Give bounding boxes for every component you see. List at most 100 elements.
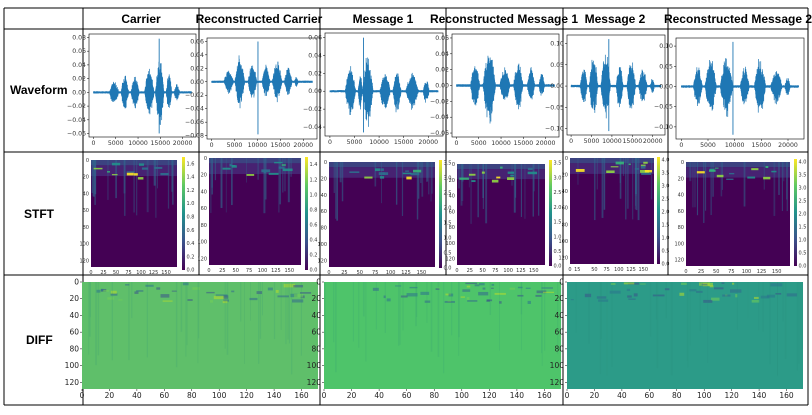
x-tick-label: 160 [779,391,794,400]
heatmap-texture [362,282,365,317]
heatmap-streak [538,164,540,216]
heatmap-texture [430,282,433,352]
colorbar-tick-label: 1.5 [554,220,562,226]
heatmap-streak [287,158,290,203]
heatmap-hotspot [154,166,163,169]
heatmap-band [457,169,545,180]
heatmap-streak [477,164,479,218]
heatmap-streak [482,164,485,209]
x-tick-label: 140 [752,391,767,400]
y-tick-label: 40 [678,193,684,199]
heatmap-streak [395,162,398,205]
heatmap-texture [110,290,117,294]
y-tick-label: −0.06 [67,131,86,138]
heatmap-texture [287,282,289,340]
y-tick-label: −0.04 [430,114,449,121]
heatmap-texture [517,294,524,297]
waveform-line [570,54,662,119]
colorbar-tick-label: 3.5 [444,161,452,167]
x-tick-label: 125 [626,267,636,273]
heatmap-texture [258,282,260,364]
y-tick-label: 0.06 [308,34,322,41]
heatmap-texture [222,300,228,304]
x-tick-label: 0 [568,267,571,273]
colorbar-tick-label: 4.0 [799,159,807,165]
heatmap-texture [520,282,523,315]
heatmap-texture [499,301,502,304]
colorbar [439,160,442,268]
colorbar-tick-label: 0.5 [554,249,562,255]
heatmap-hotspot [610,166,619,168]
x-tick-label: 150 [161,270,171,276]
header-message-1: Message 1 [353,12,414,26]
y-tick-label: −0.06 [430,130,449,137]
y-tick-label: 120 [674,258,684,264]
heatmap-texture [277,295,289,298]
heatmap-texture [215,294,228,297]
heatmap-streak [225,158,227,213]
heatmap-texture [731,282,735,285]
heatmap-texture [273,282,276,340]
heatmap-streak [290,158,292,177]
waveform-line [211,55,313,109]
colorbar-tick-label: 2.0 [799,212,807,218]
heatmap-texture [358,282,360,348]
x-tick-label: 0 [328,139,332,146]
heatmap-texture [606,282,608,376]
heatmap-hotspot [263,171,266,174]
heatmap-streak [171,160,174,192]
heatmap-streak [420,162,422,184]
heatmap-streak [381,162,382,204]
x-tick-label: 100 [697,391,712,400]
y-tick-label: 0.00 [72,89,86,96]
colorbar-tick-label: 1.4 [187,175,195,181]
colorbar-tick-label: 0.8 [310,207,318,213]
x-tick-label: 125 [401,270,411,276]
heatmap-streak [773,162,776,216]
heatmap-hotspot [278,166,285,169]
y-tick-label: 80 [678,225,684,231]
colorbar-tick-label: 3.0 [799,185,807,191]
heatmap-streak [123,160,126,216]
x-tick-label: 100 [212,391,227,400]
heatmap-streak [374,162,377,187]
heatmap-texture [136,290,144,292]
heatmap-band [570,163,654,174]
y-tick-label: 80 [562,222,568,228]
colorbar-tick-label: 3.0 [444,176,452,182]
y-tick-label: 0 [559,278,564,287]
y-tick-label: 0.06 [190,38,204,45]
heatmap-texture [352,282,354,342]
heatmap-texture [267,287,273,291]
x-tick-label: 20 [105,391,115,400]
heatmap-texture [111,282,113,361]
heatmap-texture [162,300,173,302]
heatmap-texture [333,282,335,343]
heatmap-streak [333,162,335,193]
y-tick-label: 0.02 [190,65,204,72]
heatmap-texture [609,290,621,294]
heatmap-texture [424,300,431,303]
heatmap-texture [544,282,546,351]
heatmap-texture [758,282,760,331]
heatmap-streak [705,162,707,211]
y-tick-label: 0.02 [308,70,322,77]
x-tick-label: 20 [590,391,600,400]
x-tick-label: 0 [679,142,683,149]
heatmap-texture [499,282,500,351]
heatmap-hotspot [468,173,476,176]
y-tick-label: 0.04 [72,62,86,69]
y-tick-label: 0 [565,156,568,162]
heatmap-texture [713,287,724,290]
y-tick-label: 0.10 [659,43,673,50]
x-tick-label: 100 [742,269,752,275]
y-tick-label: 0 [204,156,207,162]
heatmap-texture [521,282,522,351]
heatmap-texture [753,296,759,300]
x-tick-label: 25 [698,269,704,275]
heatmap-hotspot [714,167,719,169]
heatmap-streak [627,158,629,209]
x-tick-label: 100 [455,391,470,400]
x-tick-label: 140 [510,391,525,400]
heatmap-texture [626,288,631,292]
